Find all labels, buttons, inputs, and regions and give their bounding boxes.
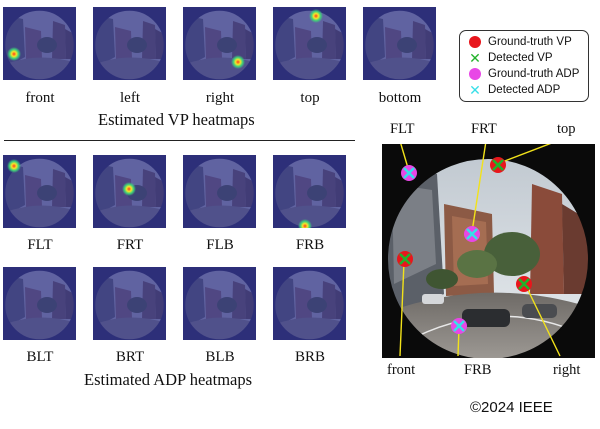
vp-label-left: left [120,90,140,106]
adp-label-flt: FLT [27,237,53,253]
vp-label-bottom: bottom [378,90,422,106]
section-divider [4,140,355,141]
adp-section-caption: Estimated ADP heatmaps [84,370,253,389]
legend-item-det-adp: ✕ Detected ADP [468,83,560,97]
legend-label: Ground-truth VP [488,36,572,48]
vp-heatmap-top [273,7,346,80]
vp-label-front: front [25,90,55,106]
adp-heatmap-flt [3,155,76,228]
adp-heatmap-flb [183,155,256,228]
adp-heatmap-blb [183,267,256,340]
adp-label-blt: BLT [26,349,54,365]
adp-heatmap-brb [273,267,346,340]
legend-item-det-vp: ✕ Detected VP [468,50,553,66]
adp-heatmap-frb [273,155,346,228]
adp-label-frb: FRB [295,237,325,253]
adp-heatmap-frt [93,155,166,228]
gt-vp-dot-icon [468,35,482,49]
vp-heatmap-bottom [363,7,436,80]
vp-heatmap-left [93,7,166,80]
gt-adp-dot-icon [468,67,482,81]
fisheye-label-frb: FRB [464,362,492,378]
fisheye-label-right: right [553,362,581,378]
vp-heatmap-front [3,7,76,80]
det-adp-x-icon: ✕ [469,82,481,98]
adp-label-brb: BRB [294,349,325,365]
fisheye-label-flt: FLT [390,121,415,137]
fisheye-label-frt: FRT [471,121,497,137]
adp-label-flb: FLB [206,237,234,253]
fisheye-label-top: top [557,121,576,137]
adp-label-blb: BLB [205,349,235,365]
legend-label: Detected VP [488,52,553,64]
det-vp-x-icon: ✕ [469,50,481,66]
adp-heatmap-brt [93,267,166,340]
adp-label-brt: BRT [115,349,145,365]
legend-item-gt-adp: Ground-truth ADP [468,67,579,81]
fisheye-label-front: front [387,362,416,378]
adp-label-frt: FRT [116,237,144,253]
adp-heatmap-blt [3,267,76,340]
legend-item-gt-vp: Ground-truth VP [468,35,572,49]
legend-label: Ground-truth ADP [488,68,580,80]
legend-box: Ground-truth VP ✕ Detected VP Ground-tru… [459,30,589,102]
vp-label-top: top [300,90,320,106]
vp-heatmap-right [183,7,256,80]
fisheye-result-panel [382,144,595,358]
vp-section-caption: Estimated VP heatmaps [98,110,255,129]
legend-label: Detected ADP [488,84,561,96]
copyright-notice: ©2024 IEEE [470,399,553,416]
vp-label-right: right [205,90,235,106]
